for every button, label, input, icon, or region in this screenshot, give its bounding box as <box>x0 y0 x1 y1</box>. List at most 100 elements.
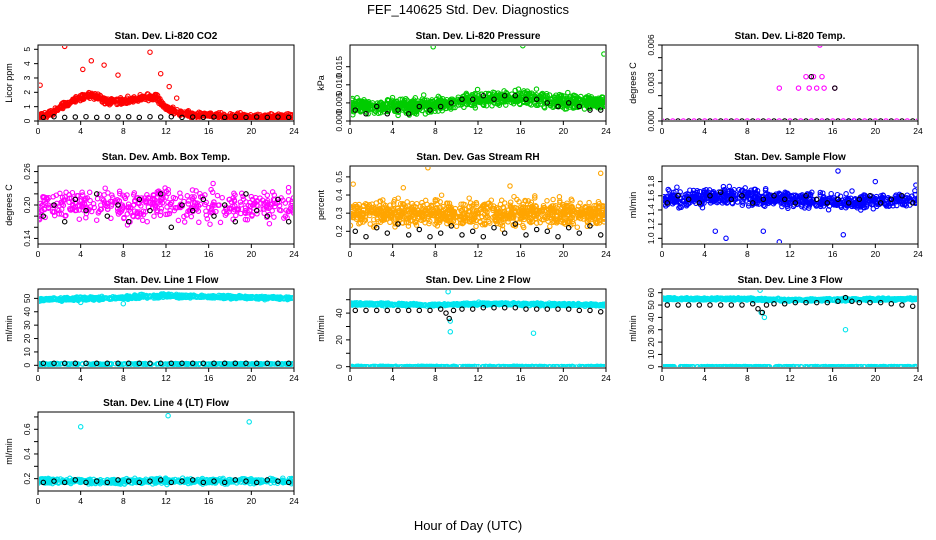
data-point <box>384 230 391 236</box>
data-point <box>189 360 196 367</box>
data-point <box>485 214 491 221</box>
data-point <box>663 193 667 200</box>
data-point <box>249 213 255 219</box>
data-point <box>444 220 450 227</box>
data-point <box>93 114 100 120</box>
data-point <box>238 210 244 217</box>
data-point <box>766 118 772 120</box>
data-point <box>254 211 260 217</box>
data-point <box>723 118 729 120</box>
data-point <box>43 361 49 367</box>
data-point <box>421 208 428 215</box>
data-point <box>555 94 561 100</box>
data-point <box>168 113 175 120</box>
data-point <box>575 214 582 221</box>
data-point <box>776 191 783 197</box>
figure-title: FEF_140625 Std. Dev. Diagnostics <box>366 2 570 17</box>
data-point <box>285 189 292 195</box>
data-point <box>192 361 198 367</box>
data-point <box>682 192 689 198</box>
data-point <box>155 95 162 102</box>
data-point <box>497 221 504 228</box>
data-point <box>707 200 714 206</box>
x-tick-label: 4 <box>78 249 83 259</box>
data-point <box>288 202 293 209</box>
data-point <box>862 118 868 120</box>
data-point <box>68 98 74 105</box>
data-point <box>63 189 69 196</box>
data-point <box>98 296 105 303</box>
x-tick-label: 12 <box>785 249 795 259</box>
x-tick-label: 16 <box>204 126 214 136</box>
data-point <box>563 202 570 209</box>
data-point <box>98 361 105 367</box>
data-point <box>72 204 79 210</box>
data-point <box>583 103 590 109</box>
data-point <box>872 178 879 185</box>
data-point <box>444 200 451 207</box>
data-point <box>540 202 547 209</box>
data-point <box>405 111 412 117</box>
data-point <box>182 111 188 117</box>
data-point <box>126 207 132 213</box>
data-point <box>275 114 281 120</box>
y-tick-label: 0.2 <box>334 225 344 237</box>
data-point <box>541 214 548 221</box>
data-point <box>108 360 114 367</box>
data-point <box>115 211 122 217</box>
data-point <box>519 205 525 212</box>
data-point <box>557 199 563 206</box>
data-point <box>787 118 793 120</box>
data-point <box>72 114 79 120</box>
data-point <box>752 190 758 196</box>
data-point <box>244 217 251 223</box>
data-point <box>211 360 217 367</box>
data-point <box>854 203 860 209</box>
data-point <box>766 192 772 199</box>
data-point <box>191 199 197 205</box>
data-point <box>483 204 490 211</box>
data-point <box>430 46 436 50</box>
data-point <box>115 360 121 367</box>
data-point <box>183 212 190 218</box>
data-point <box>395 112 401 119</box>
data-point <box>377 211 384 217</box>
data-point <box>516 95 523 101</box>
data-point <box>227 111 234 117</box>
data-point <box>372 206 379 212</box>
data-point <box>440 210 446 217</box>
data-point <box>496 100 502 106</box>
data-point <box>507 199 514 205</box>
data-point <box>393 211 400 217</box>
data-point <box>520 224 527 231</box>
data-point <box>104 203 110 210</box>
data-point <box>243 360 249 367</box>
data-point <box>93 217 100 223</box>
data-point <box>79 203 85 209</box>
data-point <box>504 98 510 105</box>
data-point <box>792 200 799 206</box>
data-point <box>603 98 605 104</box>
y-tick-label: 0.4 <box>334 189 344 201</box>
data-point <box>664 200 671 206</box>
data-point <box>506 212 512 219</box>
data-point <box>437 103 444 110</box>
data-point <box>586 211 593 218</box>
data-point <box>454 99 460 106</box>
data-point <box>189 114 196 120</box>
data-point <box>79 96 86 103</box>
data-point <box>499 99 505 105</box>
x-tick-label: 8 <box>121 126 126 136</box>
panel-title: Stan. Dev. Line 1 Flow <box>114 275 219 286</box>
y-axis-label: percent <box>316 189 326 220</box>
data-point <box>509 211 516 217</box>
x-tick-label: 20 <box>559 249 569 259</box>
data-point <box>101 199 108 205</box>
data-point <box>159 102 166 108</box>
y-tick-label: 1.0 <box>646 232 656 244</box>
series-1 <box>352 92 604 117</box>
data-point <box>290 295 293 301</box>
data-point <box>465 100 471 106</box>
data-point <box>261 361 267 367</box>
